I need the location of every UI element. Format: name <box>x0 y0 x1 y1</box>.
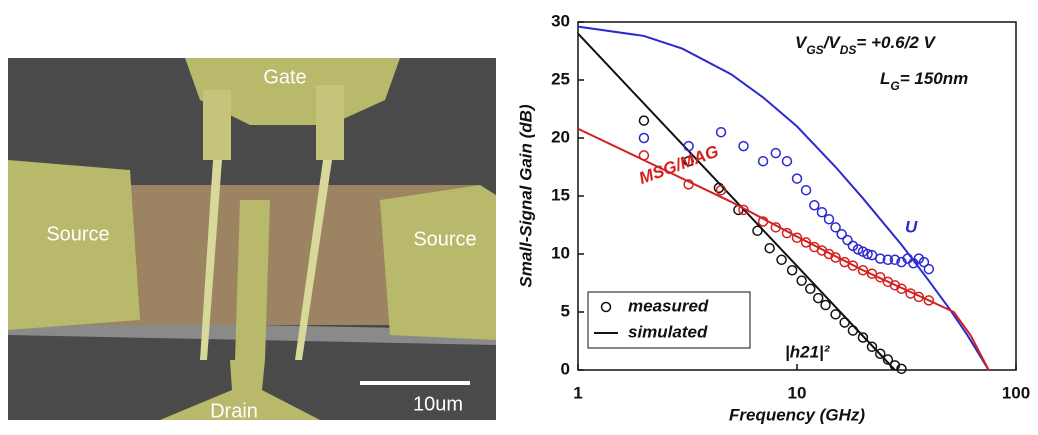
measured-point <box>858 333 867 342</box>
annotation-text: = 150nm <box>900 69 969 88</box>
measured-point <box>848 326 857 335</box>
measured-point <box>639 151 648 160</box>
y-tick-label: 15 <box>551 185 570 204</box>
measured-point <box>793 174 802 183</box>
annotation: VGS/VDS= +0.6/2 V <box>795 33 937 57</box>
y-tick-label: 30 <box>551 11 570 30</box>
x-axis-label: Frequency (GHz) <box>729 405 865 424</box>
measured-point <box>831 310 840 319</box>
source-label: Source <box>46 223 109 245</box>
sem-image: Gate Source Source Drain 10um <box>8 58 496 422</box>
measured-point <box>821 301 830 310</box>
scale-label: 10um <box>413 393 463 415</box>
measured-point <box>717 128 726 137</box>
gate-arm <box>316 85 344 160</box>
measured-point <box>777 255 786 264</box>
measured-point <box>765 244 774 253</box>
annotation: LG= 150nm <box>880 69 968 93</box>
series-label: MSG/MAG <box>636 142 721 188</box>
measured-point <box>759 157 768 166</box>
y-tick-label: 20 <box>551 127 570 146</box>
measured-point <box>639 134 648 143</box>
source-pad <box>380 185 496 340</box>
measured-point <box>782 157 791 166</box>
annotation-text: L <box>880 69 890 88</box>
legend-entry: measured <box>628 296 709 315</box>
annotation-text: /V <box>823 33 842 52</box>
annotation-subscript: GS <box>806 43 823 57</box>
drain-label: Drain <box>210 400 258 422</box>
annotation-subscript: DS <box>840 43 857 57</box>
figure: Gate Source Source Drain 10um Frequency … <box>0 0 1038 430</box>
measured-point <box>739 142 748 151</box>
measured-point <box>771 149 780 158</box>
measured-point <box>825 215 834 224</box>
y-tick-label: 10 <box>551 243 570 262</box>
measured-point <box>924 265 933 274</box>
source-label: Source <box>413 228 476 250</box>
annotation-subscript: G <box>890 79 899 93</box>
measured-point <box>840 318 849 327</box>
legend-entry: simulated <box>628 322 708 341</box>
annotation-text: = +0.6/2 V <box>856 33 936 52</box>
measured-point <box>810 201 819 210</box>
y-tick-label: 0 <box>561 359 570 378</box>
gate-arm <box>203 90 231 160</box>
chart: Frequency (GHz) Small-Signal Gain (dB) 0… <box>516 11 1030 424</box>
y-axis-label: Small-Signal Gain (dB) <box>516 104 535 288</box>
measured-point <box>837 230 846 239</box>
measured-point <box>802 186 811 195</box>
measured-point <box>639 116 648 125</box>
gate-label: Gate <box>263 66 306 88</box>
measured-point <box>843 236 852 245</box>
measured-point <box>817 208 826 217</box>
y-tick-label: 5 <box>561 301 570 320</box>
measured-point <box>753 226 762 235</box>
measured-point <box>788 266 797 275</box>
x-tick-label: 1 <box>573 383 582 402</box>
series-label: U <box>905 217 918 236</box>
x-tick-label: 100 <box>1002 383 1030 402</box>
x-tick-label: 10 <box>788 383 807 402</box>
measured-point <box>814 294 823 303</box>
y-tick-label: 25 <box>551 69 570 88</box>
series-label: |h21|² <box>785 342 831 361</box>
measured-point <box>806 284 815 293</box>
measured-point <box>797 276 806 285</box>
drain-finger <box>235 200 270 360</box>
